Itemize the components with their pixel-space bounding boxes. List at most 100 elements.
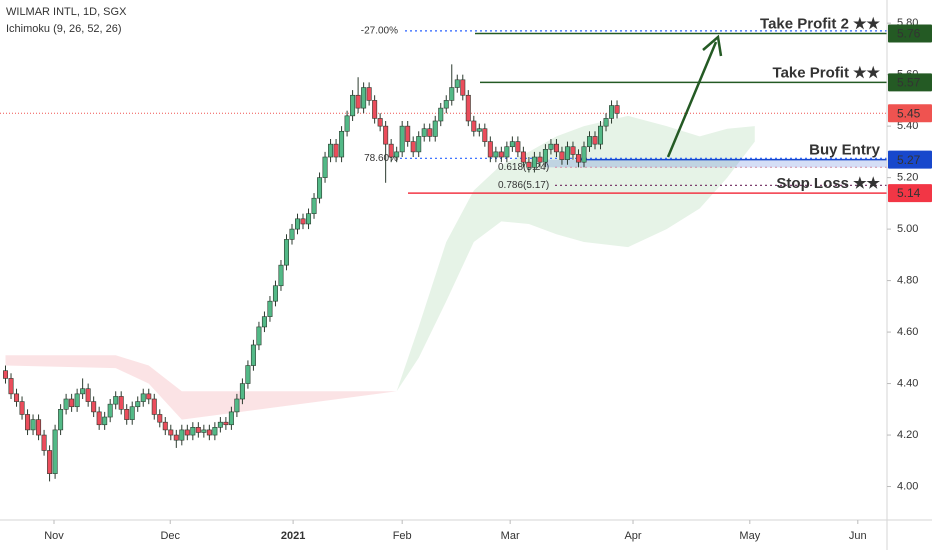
candle-body bbox=[520, 151, 526, 163]
candle-body bbox=[146, 393, 152, 400]
candle-body bbox=[107, 403, 113, 418]
y-tick-label: 4.60 bbox=[897, 326, 918, 338]
candle-body bbox=[212, 427, 218, 436]
candle-body bbox=[416, 136, 422, 153]
x-tick-label: Dec bbox=[160, 530, 180, 542]
price-label: 5.14 bbox=[897, 186, 921, 200]
price-label-box bbox=[888, 73, 932, 92]
candle-body bbox=[531, 156, 537, 168]
price-label: 5.76 bbox=[897, 27, 921, 41]
candle-body bbox=[427, 128, 433, 137]
candle-body bbox=[295, 218, 301, 230]
candle-body bbox=[322, 156, 328, 178]
x-tick-label: Mar bbox=[501, 530, 520, 542]
x-tick-label: Jun bbox=[849, 530, 867, 542]
candle-body bbox=[239, 383, 245, 400]
candle-body bbox=[124, 409, 130, 420]
candle-body bbox=[394, 151, 400, 158]
candle-body bbox=[168, 429, 174, 436]
candle-body bbox=[283, 239, 289, 266]
x-tick-label: Apr bbox=[624, 530, 641, 542]
candle-body bbox=[515, 141, 521, 153]
price-label-box bbox=[888, 150, 932, 169]
price-label-box bbox=[888, 24, 932, 43]
candle-body bbox=[173, 434, 179, 441]
candle-body bbox=[399, 125, 405, 153]
candle-body bbox=[449, 87, 455, 101]
candle-body bbox=[432, 120, 438, 137]
candle-body bbox=[559, 151, 565, 160]
candle-body bbox=[405, 125, 411, 142]
candle-body bbox=[564, 146, 570, 160]
candle-body bbox=[118, 396, 124, 410]
level-lines: -27.00% 78.60% 0.618(5.24) 0.786(5.17) Take … bbox=[0, 15, 887, 194]
candle-body bbox=[509, 141, 515, 148]
candle-body bbox=[350, 94, 356, 117]
candle-body bbox=[91, 401, 97, 413]
candle-body bbox=[63, 398, 69, 410]
fib-label: 78.60% bbox=[364, 153, 398, 164]
candle-body bbox=[201, 429, 207, 433]
candle-body bbox=[272, 285, 278, 302]
candle-body bbox=[609, 105, 615, 119]
level-annotation: Take Profit 2 ★★ bbox=[760, 15, 881, 32]
candle-body bbox=[388, 143, 394, 158]
candle-body bbox=[47, 450, 53, 474]
candle-body bbox=[570, 146, 576, 155]
candle-body bbox=[542, 149, 548, 163]
candle-body bbox=[548, 143, 554, 150]
y-tick-label: 4.20 bbox=[897, 429, 918, 441]
candle-body bbox=[85, 388, 91, 402]
candle-body bbox=[482, 128, 488, 142]
candle-body bbox=[498, 151, 504, 158]
price-label: 5.57 bbox=[897, 76, 921, 90]
candle-body bbox=[311, 197, 317, 214]
candle-body bbox=[267, 300, 273, 317]
candle-body bbox=[614, 105, 620, 114]
candle-body bbox=[14, 393, 20, 402]
fib-label: 0.618(5.24) bbox=[498, 162, 549, 173]
candle-body bbox=[8, 378, 14, 395]
level-annotation: Take Profit ★★ bbox=[773, 64, 881, 81]
candle-body bbox=[471, 120, 477, 132]
candle-body bbox=[361, 87, 367, 109]
y-tick-label: 5.00 bbox=[897, 223, 918, 235]
candle-body bbox=[454, 79, 460, 88]
candle-body bbox=[25, 414, 31, 431]
candle-body bbox=[306, 213, 312, 225]
candle-body bbox=[41, 434, 47, 451]
target-arrow bbox=[666, 34, 723, 158]
y-tick-label: 4.80 bbox=[897, 275, 918, 287]
candle-body bbox=[195, 427, 201, 433]
candle-body bbox=[157, 414, 163, 423]
candle-body bbox=[575, 154, 581, 163]
candle-body bbox=[383, 125, 389, 145]
y-tick-label: 4.00 bbox=[897, 480, 918, 492]
chart-title: WILMAR INTL, 1D, SGX bbox=[6, 6, 127, 18]
candle-body bbox=[245, 365, 251, 384]
cloud-area bbox=[396, 115, 755, 392]
candle-body bbox=[129, 406, 135, 420]
candle-body bbox=[162, 421, 168, 431]
candle-body bbox=[344, 115, 350, 132]
candle-body bbox=[421, 128, 427, 137]
candle-body bbox=[372, 100, 378, 119]
candle-body bbox=[553, 143, 559, 153]
candle-body bbox=[19, 401, 25, 415]
level-annotation: Buy Entry bbox=[809, 142, 881, 159]
candle-body bbox=[366, 87, 372, 101]
candle-body bbox=[592, 136, 598, 145]
candle-body bbox=[190, 427, 196, 436]
price-label-box bbox=[888, 104, 932, 123]
candle-body bbox=[355, 94, 361, 109]
candle-body bbox=[96, 411, 102, 426]
candle-body bbox=[300, 218, 306, 225]
candle-body bbox=[69, 398, 75, 408]
candle-body bbox=[476, 128, 482, 132]
candle-body bbox=[377, 118, 383, 127]
y-tick-label: 5.40 bbox=[897, 120, 918, 132]
candle-body bbox=[151, 398, 157, 415]
candles bbox=[3, 64, 620, 482]
